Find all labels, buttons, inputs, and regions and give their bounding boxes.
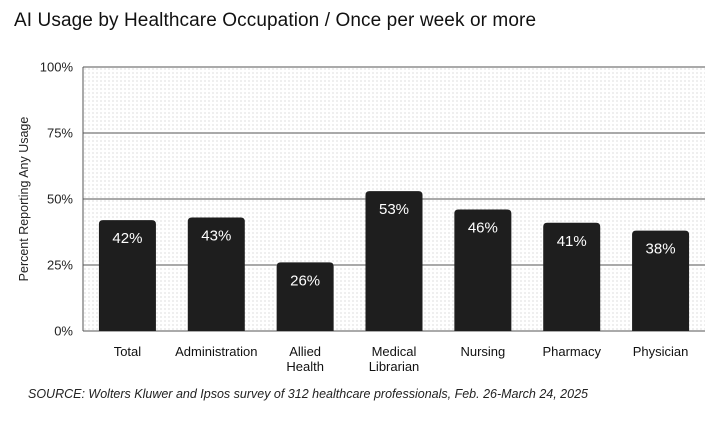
bar xyxy=(365,191,423,331)
x-category-label-line: Librarian xyxy=(369,359,420,374)
x-category-label-line: Pharmacy xyxy=(542,344,601,359)
chart-title: AI Usage by Healthcare Occupation / Once… xyxy=(14,10,537,31)
y-tick-label: 75% xyxy=(47,126,73,141)
x-category-label: Medical Librarian xyxy=(369,344,420,374)
bar xyxy=(187,217,245,331)
bar xyxy=(98,220,156,331)
x-category-label-line: Nursing xyxy=(460,344,505,359)
x-category-label: Allied Health xyxy=(286,344,324,374)
y-tick-label: 100% xyxy=(40,60,74,75)
x-category-label-line: Total xyxy=(114,344,142,359)
bar-value-label: 41% xyxy=(557,233,587,250)
x-category-label: Nursing xyxy=(460,344,505,359)
bar-value-label: 42% xyxy=(112,230,142,247)
y-tick-label: 50% xyxy=(47,192,73,207)
bar-value-label: 53% xyxy=(379,201,409,218)
bar-value-label: 38% xyxy=(646,241,676,258)
bar xyxy=(632,230,690,331)
bars: 42% 43% 26% 53% 46% 41% 38% xyxy=(98,191,690,331)
y-tick-label: 25% xyxy=(47,258,73,273)
bar-value-label: 26% xyxy=(290,272,320,289)
y-axis-ticks: 0% 25% 50% 75% 100% xyxy=(40,60,74,339)
bar-value-label: 43% xyxy=(201,227,231,244)
bar xyxy=(543,222,601,331)
x-category-label-line: Administration xyxy=(175,344,257,359)
source-note: SOURCE: Wolters Kluwer and Ipsos survey … xyxy=(28,387,588,401)
x-category-label: Pharmacy xyxy=(542,344,601,359)
bar xyxy=(276,262,334,331)
x-category-label: Total xyxy=(114,344,142,359)
y-tick-label: 0% xyxy=(54,324,73,339)
x-category-label-line: Physician xyxy=(633,344,689,359)
x-category-label: Physician xyxy=(633,344,689,359)
bar xyxy=(454,209,512,331)
x-category-label-line: Medical xyxy=(372,344,417,359)
bar-value-label: 46% xyxy=(468,220,498,237)
x-category-label: Administration xyxy=(175,344,257,359)
x-axis-labels: Total Administration Allied Health Medical Li… xyxy=(114,344,689,374)
y-axis-label: Percent Reporting Any Usage xyxy=(17,117,31,282)
x-category-label-line: Allied xyxy=(289,344,321,359)
x-category-label-line: Health xyxy=(286,359,324,374)
